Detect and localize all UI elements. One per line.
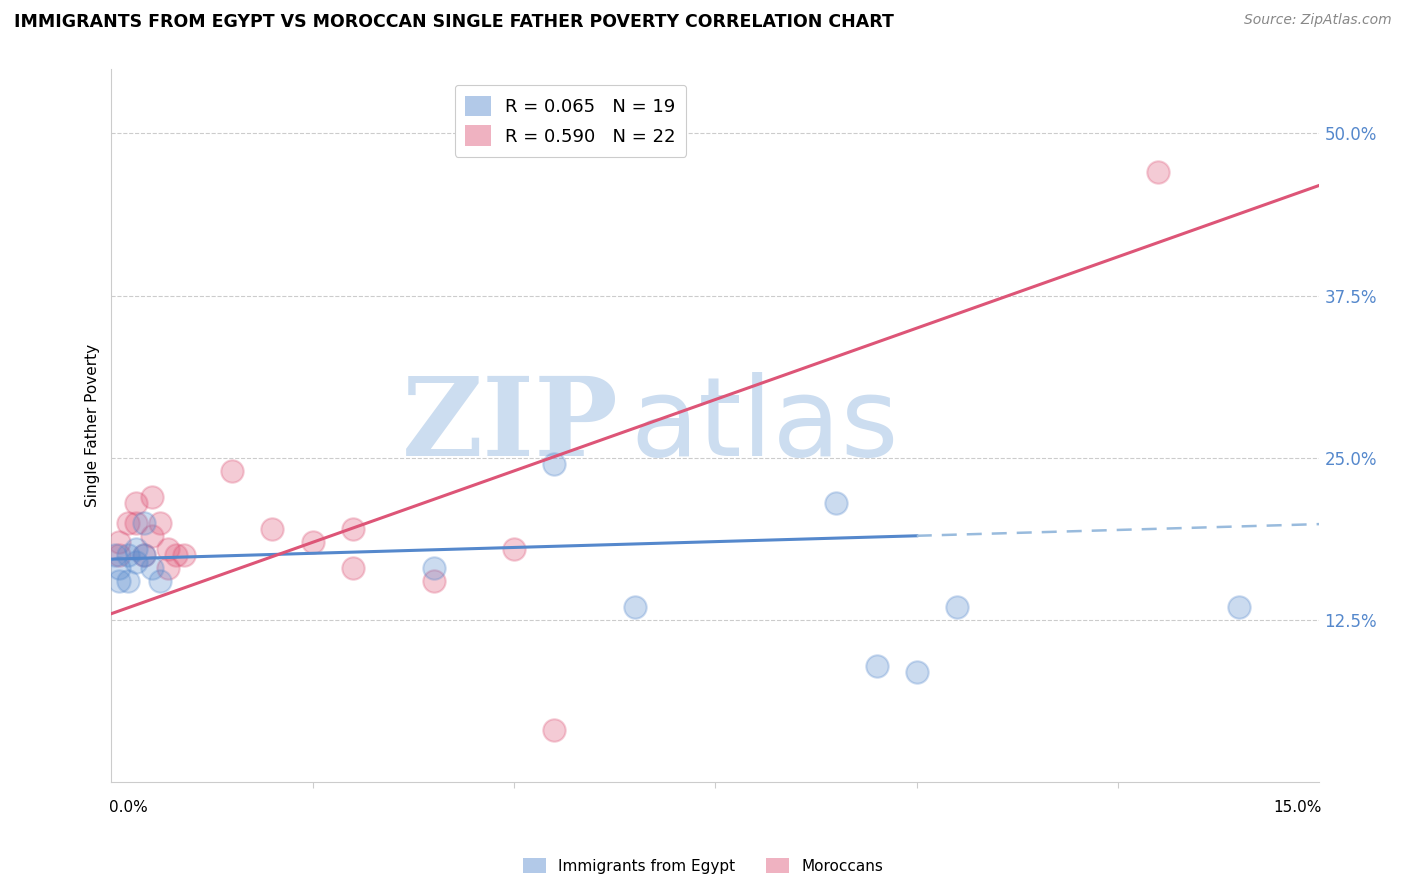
Point [946,600,969,615]
Text: 15.0%: 15.0% [1274,800,1322,815]
Y-axis label: Single Father Poverty: Single Father Poverty [86,344,100,507]
Text: Source: ZipAtlas.com: Source: ZipAtlas.com [1244,13,1392,28]
Point [117,516,139,530]
Point [104,548,127,562]
Text: 0.0%: 0.0% [110,800,148,815]
Point [422,574,444,589]
Point [124,516,146,530]
Point [503,541,526,556]
Point [1147,165,1170,179]
Point [108,574,131,589]
Point [156,541,179,556]
Point [108,535,131,549]
Point [108,561,131,575]
Point [905,665,928,679]
Text: ZIP: ZIP [402,372,619,479]
Point [117,574,139,589]
Point [301,535,323,549]
Point [141,490,163,504]
Point [165,548,187,562]
Legend: Immigrants from Egypt, Moroccans: Immigrants from Egypt, Moroccans [517,852,889,880]
Point [132,516,155,530]
Text: atlas: atlas [631,372,900,479]
Point [173,548,195,562]
Point [221,464,243,478]
Point [117,548,139,562]
Point [156,561,179,575]
Point [132,548,155,562]
Point [342,522,364,536]
Point [108,548,131,562]
Point [149,516,172,530]
Point [141,561,163,575]
Point [865,658,887,673]
Point [624,600,647,615]
Point [543,458,565,472]
Point [132,548,155,562]
Point [543,723,565,738]
Point [141,529,163,543]
Point [149,574,172,589]
Legend: R = 0.065   N = 19, R = 0.590   N = 22: R = 0.065 N = 19, R = 0.590 N = 22 [454,85,686,157]
Point [342,561,364,575]
Text: IMMIGRANTS FROM EGYPT VS MOROCCAN SINGLE FATHER POVERTY CORRELATION CHART: IMMIGRANTS FROM EGYPT VS MOROCCAN SINGLE… [14,13,894,31]
Point [124,496,146,510]
Point [825,496,848,510]
Point [124,555,146,569]
Point [262,522,284,536]
Point [422,561,444,575]
Point [1227,600,1250,615]
Point [124,541,146,556]
